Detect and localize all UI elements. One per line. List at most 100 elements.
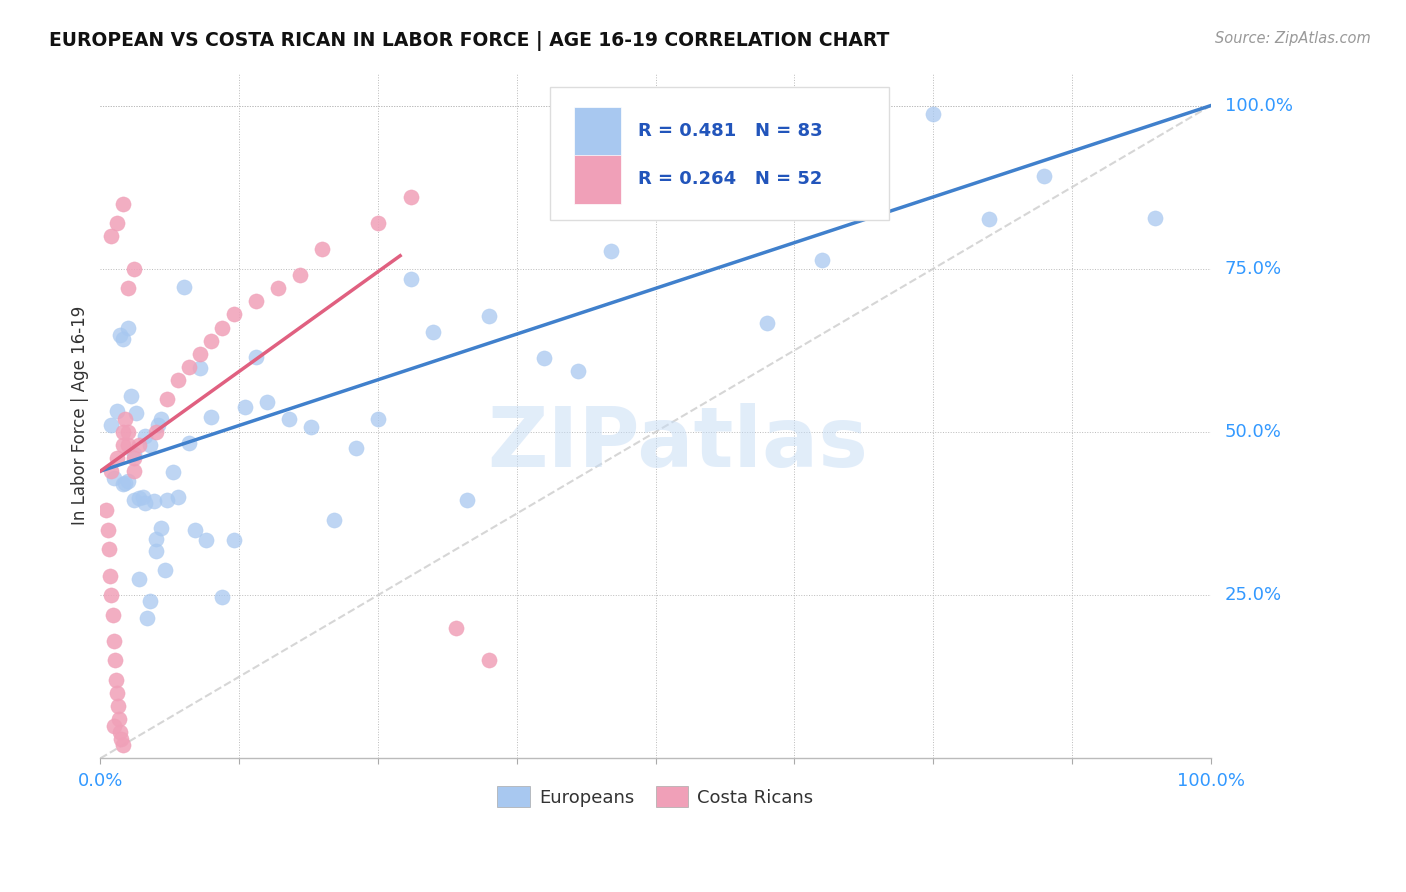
Point: [173, 279, 195, 293]
Point: [100, 418, 122, 433]
Point: [256, 394, 278, 409]
Point: [153, 563, 176, 577]
Point: [367, 412, 389, 426]
Y-axis label: In Labor Force | Age 16-19: In Labor Force | Age 16-19: [72, 306, 89, 525]
Point: [222, 308, 245, 322]
Point: [150, 412, 173, 426]
Point: [111, 739, 134, 753]
Point: [179, 359, 201, 374]
Point: [150, 521, 173, 535]
Point: [267, 281, 290, 295]
Point: [311, 242, 333, 256]
Point: [233, 400, 256, 414]
Point: [456, 493, 478, 508]
Text: 50.0%: 50.0%: [1225, 423, 1281, 441]
FancyBboxPatch shape: [575, 107, 621, 156]
Point: [103, 471, 125, 485]
Text: R = 0.481   N = 83: R = 0.481 N = 83: [638, 122, 823, 140]
Point: [110, 725, 132, 739]
Point: [104, 673, 127, 687]
FancyBboxPatch shape: [550, 87, 889, 220]
Point: [122, 447, 145, 461]
Point: [110, 731, 132, 746]
Point: [399, 190, 422, 204]
Point: [478, 653, 501, 667]
Point: [644, 194, 666, 208]
Point: [104, 653, 127, 667]
Point: [211, 320, 233, 334]
Point: [156, 392, 179, 407]
Point: [105, 216, 128, 230]
Point: [194, 533, 217, 547]
Point: [567, 364, 589, 378]
Text: 75.0%: 75.0%: [1225, 260, 1282, 277]
Point: [134, 429, 156, 443]
Point: [162, 465, 184, 479]
Point: [117, 425, 139, 439]
Point: [103, 633, 125, 648]
Point: [128, 438, 150, 452]
Text: ZIPatlas: ZIPatlas: [488, 402, 869, 483]
Point: [145, 543, 167, 558]
Point: [977, 212, 1000, 227]
Point: [117, 474, 139, 488]
Point: [222, 533, 245, 547]
Point: [128, 572, 150, 586]
Point: [478, 309, 501, 323]
Point: [134, 496, 156, 510]
Point: [146, 418, 169, 433]
Point: [131, 490, 153, 504]
Point: [94, 503, 117, 517]
Point: [211, 591, 233, 605]
Point: [108, 712, 131, 726]
Point: [111, 196, 134, 211]
Point: [245, 351, 267, 365]
Point: [444, 621, 467, 635]
Point: [110, 328, 132, 343]
Point: [98, 568, 121, 582]
Point: [367, 216, 389, 230]
Point: [755, 316, 778, 330]
Point: [533, 351, 555, 365]
Point: [290, 268, 312, 283]
Point: [111, 476, 134, 491]
Point: [278, 412, 301, 426]
Point: [811, 252, 834, 267]
Point: [122, 451, 145, 466]
Point: [100, 588, 122, 602]
Point: [422, 326, 444, 340]
Point: [105, 686, 128, 700]
Point: [101, 607, 124, 622]
Text: 25.0%: 25.0%: [1225, 586, 1282, 604]
Point: [188, 361, 211, 376]
Point: [111, 425, 134, 439]
FancyBboxPatch shape: [575, 155, 621, 204]
Point: [128, 491, 150, 505]
Point: [114, 412, 136, 426]
Point: [100, 464, 122, 478]
Point: [299, 420, 322, 434]
Point: [103, 719, 125, 733]
Text: R = 0.264   N = 52: R = 0.264 N = 52: [638, 169, 823, 188]
Point: [179, 436, 201, 450]
Text: EUROPEAN VS COSTA RICAN IN LABOR FORCE | AGE 16-19 CORRELATION CHART: EUROPEAN VS COSTA RICAN IN LABOR FORCE |…: [49, 31, 890, 51]
Point: [245, 294, 267, 309]
Point: [97, 523, 120, 537]
Text: Source: ZipAtlas.com: Source: ZipAtlas.com: [1215, 31, 1371, 46]
Point: [600, 244, 623, 258]
Point: [105, 403, 128, 417]
Point: [111, 438, 134, 452]
Point: [200, 334, 222, 348]
Point: [344, 441, 367, 455]
Point: [200, 409, 222, 424]
Point: [105, 451, 128, 466]
Point: [117, 438, 139, 452]
Point: [145, 532, 167, 546]
Point: [139, 438, 162, 452]
Point: [142, 494, 165, 508]
Legend: Europeans, Costa Ricans: Europeans, Costa Ricans: [491, 779, 821, 814]
Point: [120, 389, 142, 403]
Point: [125, 406, 148, 420]
Point: [1144, 211, 1167, 225]
Point: [866, 180, 889, 194]
